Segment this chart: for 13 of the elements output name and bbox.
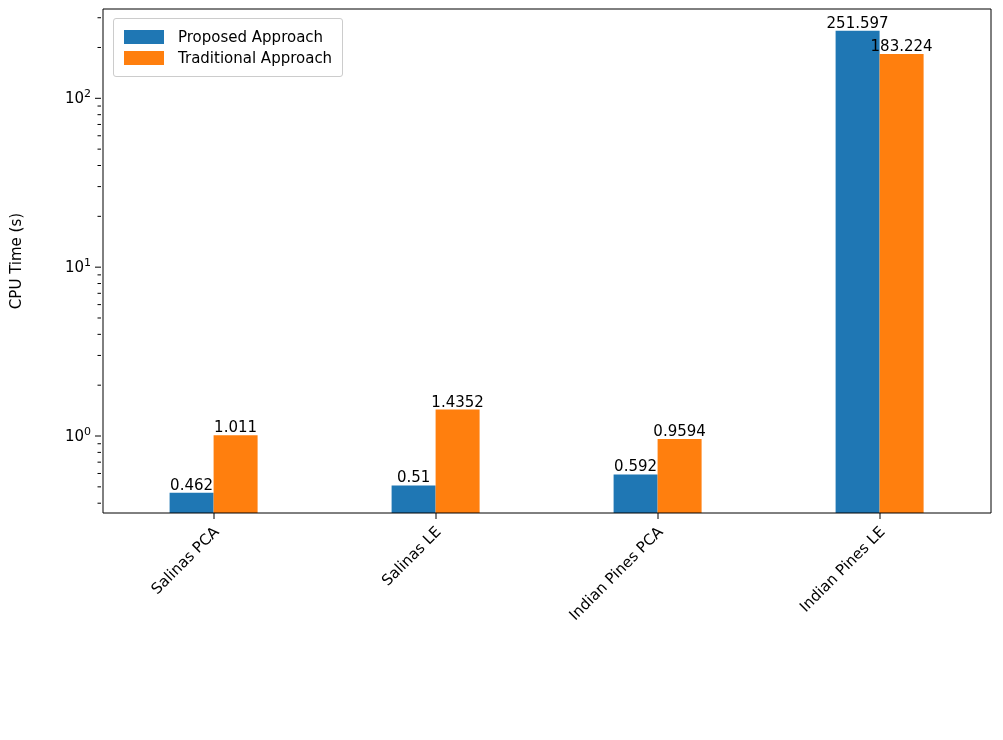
y-axis-title: CPU Time (s) <box>7 212 26 310</box>
y-tick-label: 10$^{2}$ <box>64 86 91 108</box>
y-tick-label: 10$^{1}$ <box>64 255 91 277</box>
data-label: 0.51 <box>396 468 431 487</box>
data-label: 251.597 <box>826 13 889 32</box>
legend-label: Proposed Approach <box>178 28 324 46</box>
y-tick-label: 10$^{0}$ <box>64 424 91 446</box>
data-label: 0.9594 <box>653 422 706 441</box>
data-label: 0.592 <box>614 457 658 476</box>
data-label: 0.462 <box>170 475 214 494</box>
data-label: 1.4352 <box>431 392 484 411</box>
legend-label: Traditional Approach <box>178 49 333 67</box>
data-label: 1.011 <box>214 418 258 437</box>
